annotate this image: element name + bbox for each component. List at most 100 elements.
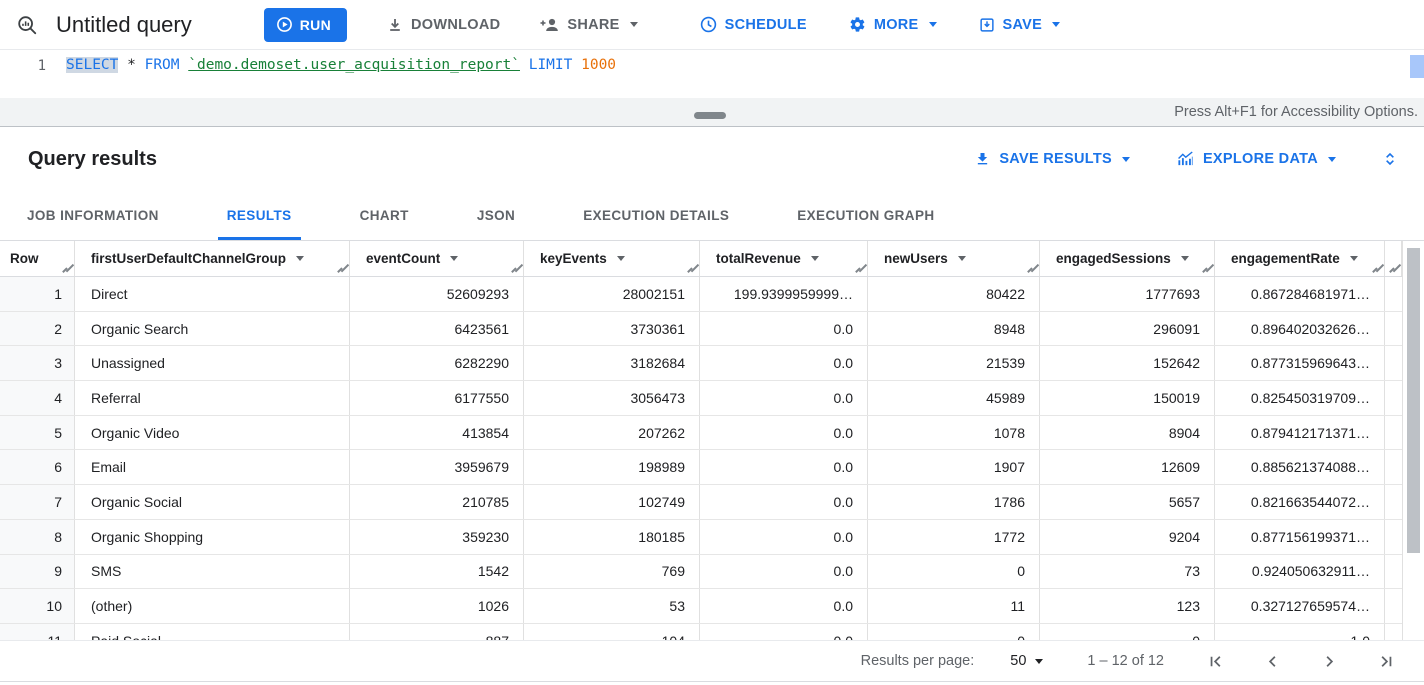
clock-icon (700, 16, 717, 33)
column-label: keyEvents (540, 251, 607, 266)
column-resize-grip[interactable] (510, 263, 521, 274)
column-resize-grip[interactable] (61, 263, 72, 274)
last-page-button[interactable] (1375, 650, 1398, 673)
save-button[interactable]: SAVE (969, 8, 1071, 42)
cell: 0.0 (700, 346, 868, 381)
accessibility-bar: Press Alt+F1 for Accessibility Options. (0, 98, 1424, 127)
download-button[interactable]: DOWNLOAD (377, 8, 510, 42)
column-menu-caret-icon[interactable] (616, 256, 625, 261)
editor-scrollbar[interactable] (1410, 55, 1424, 78)
row-number-cell: 11 (0, 623, 75, 640)
sql-token: SELECT (66, 57, 119, 73)
sql-editor[interactable]: 1 SELECT * FROM `demo.demoset.user_acqui… (0, 50, 1424, 98)
tab-chart[interactable]: CHART (359, 208, 409, 223)
cell: Unassigned (75, 346, 350, 381)
expand-results-button[interactable] (1382, 149, 1398, 169)
cell: 1786 (868, 485, 1040, 519)
cell: Paid Social (75, 623, 350, 640)
table-body: 1 Direct 52609293 28002151 199.9399959999… 80… (0, 277, 1424, 640)
cell: 1.0 (1215, 623, 1385, 640)
cell: 123 (1040, 589, 1215, 623)
cell: 0.0 (700, 450, 868, 485)
results-tabs: JOB INFORMATION RESULTS CHART JSON EXECUTION… (0, 191, 1424, 241)
column-resize-grip[interactable] (1388, 263, 1399, 274)
tab-json[interactable]: JSON (476, 208, 516, 223)
column-menu-caret-icon[interactable] (296, 256, 305, 261)
cell: 0.327127659574… (1215, 589, 1385, 623)
sql-token (572, 57, 581, 73)
tab-execution-details[interactable]: EXECUTION DETAILS (583, 208, 730, 223)
column-menu-caret-icon[interactable] (1349, 256, 1358, 261)
cell: 6282290 (350, 346, 524, 381)
cell: 1907 (868, 450, 1040, 485)
table-scrollbar[interactable] (1407, 248, 1420, 553)
column-header-totalRevenue: totalRevenue (700, 241, 868, 276)
table-row: 10 (other) 1026 53 0.0 11 123 0.327127659574… (0, 589, 1424, 624)
more-button[interactable]: MORE (839, 8, 947, 42)
cell: 0.0 (700, 554, 868, 589)
cell: Email (75, 450, 350, 485)
cell: 198989 (524, 450, 700, 485)
sql-token: `demo.demoset.user_acquisition_report` (188, 57, 520, 73)
save-results-button[interactable]: SAVE RESULTS (974, 151, 1130, 167)
run-button[interactable]: RUN (263, 7, 347, 42)
page-size-value: 50 (1010, 653, 1027, 669)
cell: 0.0 (700, 623, 868, 640)
column-label: totalRevenue (716, 251, 801, 266)
page-size-select[interactable]: 50 (1010, 653, 1044, 669)
splitter-drag-handle[interactable] (694, 112, 726, 119)
cell: 104 (524, 623, 700, 640)
row-number-cell: 5 (0, 415, 75, 450)
cell: 199.9399959999… (700, 277, 868, 311)
next-page-button[interactable] (1318, 650, 1341, 673)
tab-job-information[interactable]: JOB INFORMATION (27, 208, 159, 223)
explore-data-button[interactable]: EXPLORE DATA (1176, 150, 1336, 168)
cell: Organic Shopping (75, 519, 350, 554)
row-number-cell: 9 (0, 554, 75, 589)
sql-token: * (127, 57, 136, 73)
cell: 0 (868, 554, 1040, 589)
cell: Direct (75, 277, 350, 311)
cell: 0.877156199371… (1215, 519, 1385, 554)
table-row: 11Paid Social8871040.0001.0 (0, 623, 1424, 640)
sql-code-line[interactable]: SELECT * FROM `demo.demoset.user_acquisi… (66, 57, 616, 73)
tab-execution-graph[interactable]: EXECUTION GRAPH (797, 208, 935, 223)
column-menu-caret-icon[interactable] (450, 256, 459, 261)
schedule-label: SCHEDULE (724, 16, 807, 33)
cell: 207262 (524, 415, 700, 450)
cell: 0.0 (700, 589, 868, 623)
share-button[interactable]: SHARE (530, 8, 647, 42)
schedule-button[interactable]: SCHEDULE (690, 8, 817, 42)
accessibility-hint: Press Alt+F1 for Accessibility Options. (1174, 104, 1418, 120)
query-magnifier-icon (16, 14, 38, 36)
cell: 0.0 (700, 415, 868, 450)
explore-data-label: EXPLORE DATA (1202, 151, 1318, 167)
pagination-range: 1 – 12 of 12 (1087, 653, 1164, 669)
cell: 3182684 (524, 346, 700, 381)
column-resize-grip[interactable] (686, 263, 697, 274)
table-row: 3 Unassigned 6282290 3182684 0.0 21539 152642 0… (0, 346, 1424, 382)
column-resize-grip[interactable] (854, 263, 865, 274)
cell: 1777693 (1040, 277, 1215, 311)
cell: 1542 (350, 554, 524, 589)
previous-page-button[interactable] (1261, 650, 1284, 673)
column-menu-caret-icon[interactable] (957, 256, 966, 261)
row-number-cell: 2 (0, 311, 75, 346)
chevron-down-icon (1328, 156, 1336, 162)
column-resize-grip[interactable] (1026, 263, 1037, 274)
column-menu-caret-icon[interactable] (1180, 256, 1189, 261)
cell: 180185 (524, 519, 700, 554)
gear-icon (849, 16, 866, 33)
tab-results[interactable]: RESULTS (218, 191, 301, 240)
run-label: RUN (299, 16, 331, 33)
column-menu-caret-icon[interactable] (810, 256, 819, 261)
cell: 359230 (350, 519, 524, 554)
query-title: Untitled query (56, 11, 192, 37)
column-resize-grip[interactable] (1371, 263, 1382, 274)
cell: 8904 (1040, 415, 1215, 450)
cell: 0.879412171371… (1215, 415, 1385, 450)
save-icon (979, 17, 995, 33)
column-resize-grip[interactable] (1201, 263, 1212, 274)
first-page-button[interactable] (1204, 650, 1227, 673)
column-resize-grip[interactable] (336, 263, 347, 274)
